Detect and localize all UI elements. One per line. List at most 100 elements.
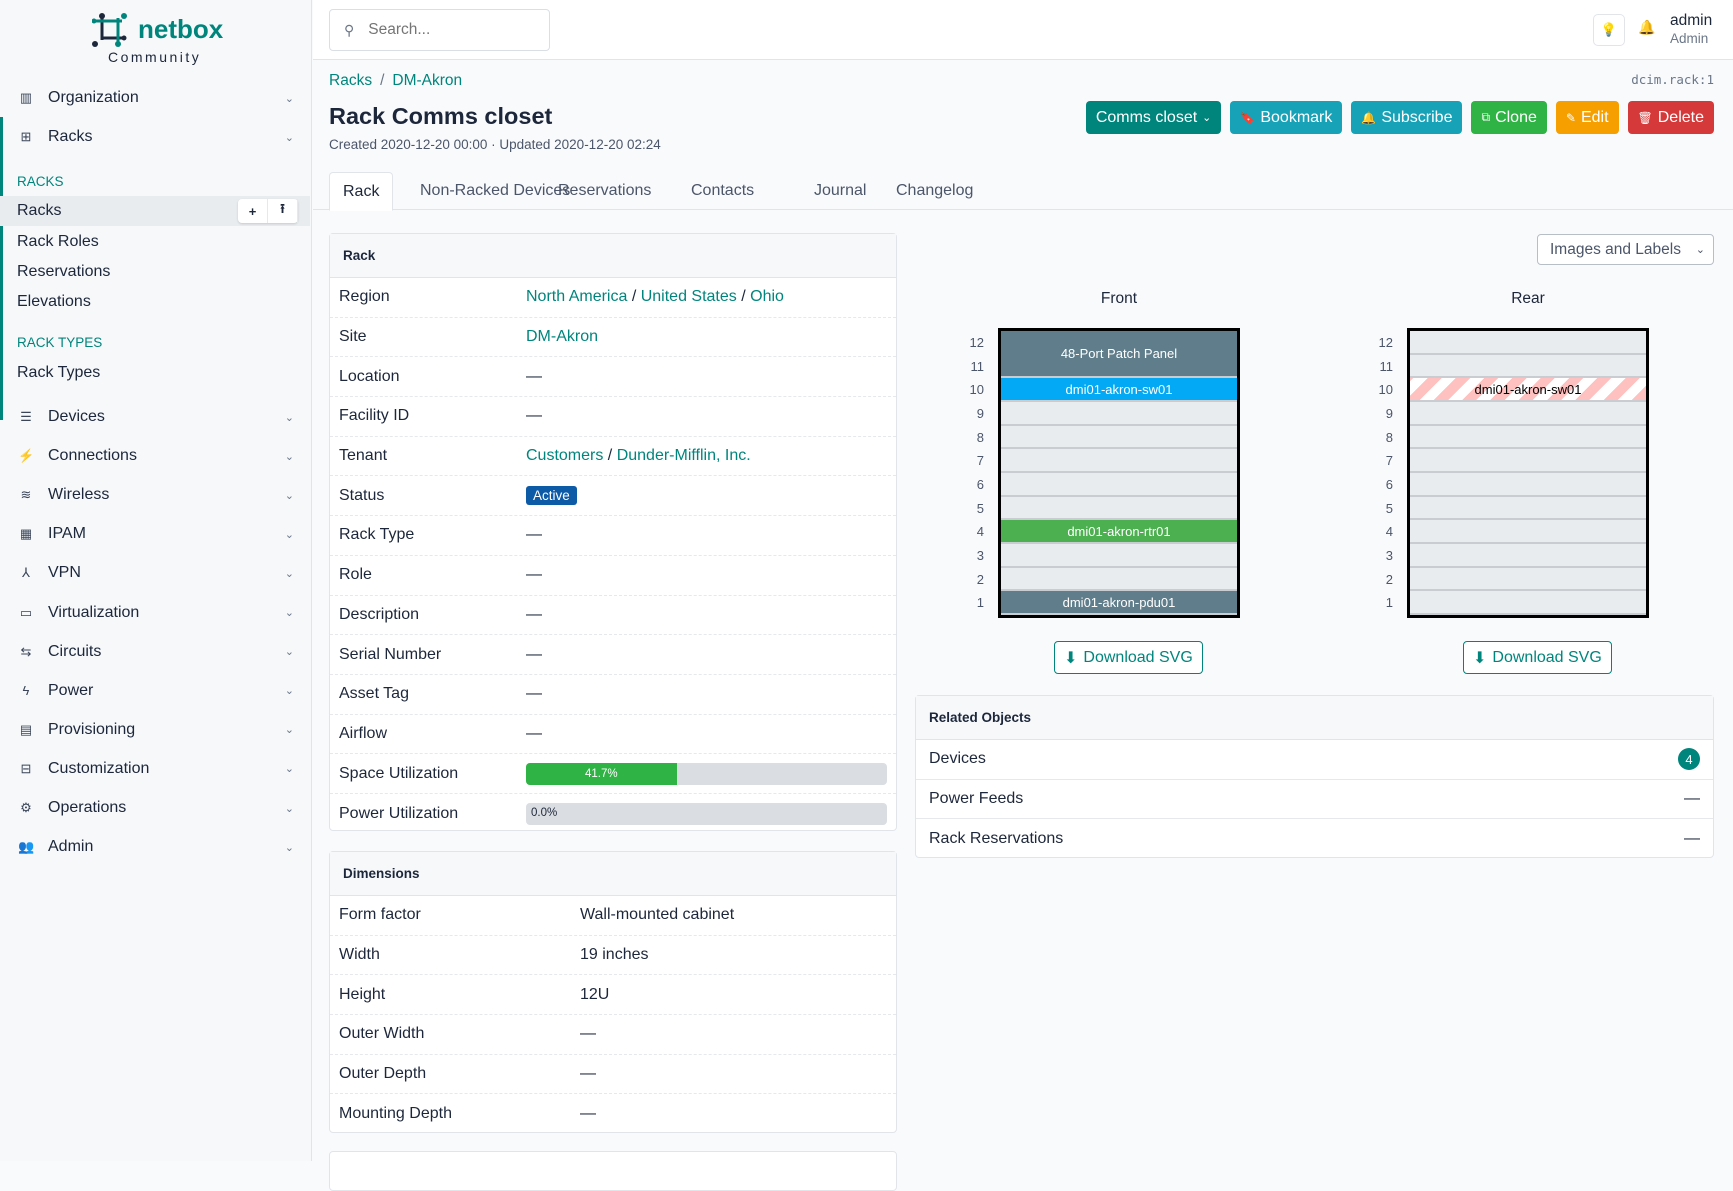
sidebar-item-operations[interactable]: ⚙ Operations ⌄ bbox=[0, 790, 310, 826]
rack-elevation-front: 48-Port Patch Panel dmi01-akron-sw01 dmi01… bbox=[998, 328, 1240, 618]
sidebar-link-rack-types[interactable]: Rack Types bbox=[0, 358, 310, 388]
file-icon: ▤ bbox=[19, 721, 33, 737]
empty-rack-unit[interactable] bbox=[1001, 426, 1237, 450]
region-link[interactable]: Ohio bbox=[750, 288, 784, 306]
rack-unit-number: 6 bbox=[1385, 477, 1393, 492]
count-badge: — bbox=[1684, 830, 1700, 848]
sidebar-link-racks[interactable]: Racks + ⭱ bbox=[0, 196, 310, 226]
user-menu[interactable]: admin Admin bbox=[1670, 12, 1712, 48]
region-link[interactable]: North America bbox=[526, 288, 628, 306]
download-svg-button[interactable]: ⬇ Download SVG bbox=[1054, 641, 1203, 674]
site-link[interactable]: DM-Akron bbox=[526, 328, 599, 346]
breadcrumb-site[interactable]: DM-Akron bbox=[392, 72, 463, 89]
sidebar-item-racks[interactable]: ⊞ Racks ⌄ bbox=[0, 119, 310, 155]
users-icon: 👥 bbox=[18, 839, 35, 855]
delete-button[interactable]: 🗑 Delete bbox=[1627, 101, 1714, 134]
row-label: Asset Tag bbox=[339, 685, 409, 703]
subscribe-button[interactable]: 🔔 Subscribe bbox=[1351, 101, 1463, 134]
rack-unit-number: 8 bbox=[976, 429, 984, 445]
tab-contacts[interactable]: Contacts bbox=[691, 182, 755, 199]
empty-rack-unit[interactable] bbox=[1410, 426, 1646, 450]
empty-rack-unit[interactable] bbox=[1001, 449, 1237, 473]
add-rack-button[interactable]: + bbox=[238, 199, 268, 223]
power-utilization-bar: 0.0% bbox=[526, 802, 887, 825]
rack-device[interactable]: dmi01-akron-sw01 bbox=[1001, 378, 1237, 402]
empty-rack-unit[interactable] bbox=[1410, 331, 1646, 355]
tab-rack[interactable]: Rack bbox=[329, 172, 394, 211]
chevron-down-icon: ⌄ bbox=[284, 489, 294, 502]
tenant-link[interactable]: Dunder-Mifflin, Inc. bbox=[616, 447, 751, 465]
sidebar-item-power[interactable]: ϟ Power ⌄ bbox=[0, 673, 310, 709]
sidebar-item-vpn[interactable]: ⅄ VPN ⌄ bbox=[0, 555, 310, 591]
netbox-logo[interactable]: netbox Community bbox=[91, 12, 223, 68]
clone-icon: ⧉ bbox=[1481, 110, 1491, 124]
related-object-link[interactable]: Devices bbox=[929, 750, 986, 768]
link-label: Elevations bbox=[17, 293, 91, 310]
empty-rack-unit[interactable] bbox=[1001, 497, 1237, 521]
empty-rack-unit[interactable] bbox=[1001, 568, 1237, 592]
empty-rack-unit[interactable] bbox=[1001, 473, 1237, 497]
sidebar-item-devices[interactable]: ☰ Devices ⌄ bbox=[0, 399, 310, 435]
sidebar-link-rack-roles[interactable]: Rack Roles bbox=[0, 227, 310, 257]
empty-rack-unit[interactable] bbox=[1410, 544, 1646, 568]
rack-device[interactable]: dmi01-akron-rtr01 bbox=[1001, 520, 1237, 544]
breadcrumb: Racks / DM-Akron bbox=[329, 72, 462, 90]
tab-reservations[interactable]: Reservations bbox=[558, 182, 652, 199]
search-input[interactable] bbox=[368, 21, 519, 39]
comms-closet-button[interactable]: Comms closet ⌄ bbox=[1085, 101, 1222, 134]
server-icon: ☰ bbox=[20, 409, 32, 424]
sidebar-link-reservations[interactable]: Reservations bbox=[0, 257, 310, 287]
tenant-link[interactable]: Customers bbox=[526, 447, 604, 465]
tab-non-racked-devices[interactable]: Non-Racked Devices bbox=[420, 182, 571, 199]
empty-rack-unit[interactable] bbox=[1001, 402, 1237, 426]
region-link[interactable]: United States bbox=[640, 288, 737, 306]
empty-rack-unit[interactable] bbox=[1410, 520, 1646, 544]
empty-rack-unit[interactable] bbox=[1410, 402, 1646, 426]
space-utilization-bar: 41.7% bbox=[526, 762, 887, 785]
rack-device[interactable]: dmi01-akron-sw01 bbox=[1410, 378, 1646, 402]
bookmark-button[interactable]: 🔖 Bookmark bbox=[1230, 101, 1343, 134]
empty-rack-unit[interactable] bbox=[1410, 497, 1646, 521]
empty-rack-unit[interactable] bbox=[1410, 568, 1646, 592]
empty-rack-unit[interactable] bbox=[1001, 544, 1237, 568]
rack-device[interactable]: dmi01-akron-pdu01 bbox=[1001, 591, 1237, 615]
file-download-icon: ⬇ bbox=[1473, 649, 1487, 667]
related-object-row[interactable]: Rack Reservations — bbox=[916, 819, 1713, 859]
row-value: Customers / Dunder-Mifflin, Inc. bbox=[526, 447, 751, 465]
empty-rack-unit[interactable] bbox=[1410, 449, 1646, 473]
tab-journal[interactable]: Journal bbox=[814, 182, 867, 199]
related-object-row[interactable]: Power Feeds — bbox=[916, 780, 1713, 820]
related-object-link[interactable]: Power Feeds bbox=[929, 790, 1024, 808]
empty-rack-unit[interactable] bbox=[1410, 473, 1646, 497]
sidebar-item-ipam[interactable]: ▦ IPAM ⌄ bbox=[0, 516, 310, 552]
sidebar-item-admin[interactable]: 👥 Admin ⌄ bbox=[0, 829, 310, 865]
edit-button[interactable]: ✎ Edit bbox=[1555, 101, 1619, 134]
related-object-link[interactable]: Rack Reservations bbox=[929, 830, 1064, 848]
breadcrumb-racks[interactable]: Racks bbox=[329, 72, 373, 89]
import-racks-button[interactable]: ⭱ bbox=[268, 199, 298, 223]
rack-device[interactable]: 48-Port Patch Panel bbox=[1001, 331, 1237, 379]
download-svg-button[interactable]: ⬇ Download SVG bbox=[1463, 641, 1612, 674]
chevron-down-icon: ⌄ bbox=[284, 131, 294, 144]
related-object-row[interactable]: Devices 4 bbox=[916, 740, 1713, 780]
sidebar-item-virtualization[interactable]: ▭ Virtualization ⌄ bbox=[0, 595, 310, 631]
link-label: Reservations bbox=[17, 263, 111, 280]
elevation-face-label: Front bbox=[1100, 290, 1138, 307]
sidebar-item-customization[interactable]: ⊟ Customization ⌄ bbox=[0, 751, 310, 787]
empty-rack-unit[interactable] bbox=[1410, 591, 1646, 615]
active-section-indicator bbox=[0, 117, 3, 420]
chevron-down-icon: ⌄ bbox=[284, 528, 294, 541]
notifications-bell-icon[interactable]: 🔔 bbox=[1638, 19, 1656, 35]
sidebar-item-wireless[interactable]: ≋ Wireless ⌄ bbox=[0, 477, 310, 513]
sidebar-item-connections[interactable]: ⚡ Connections ⌄ bbox=[0, 438, 310, 474]
search-box[interactable]: ⚲ bbox=[329, 9, 550, 51]
elevation-view-select[interactable]: Images and Labels ⌄ bbox=[1537, 234, 1714, 265]
sidebar-item-provisioning[interactable]: ▤ Provisioning ⌄ bbox=[0, 712, 310, 748]
clone-button[interactable]: ⧉ Clone bbox=[1471, 101, 1547, 134]
sidebar-item-organization[interactable]: ▥ Organization ⌄ bbox=[0, 80, 310, 116]
sidebar-link-elevations[interactable]: Elevations bbox=[0, 287, 310, 317]
sidebar-item-circuits[interactable]: ⇆ Circuits ⌄ bbox=[0, 634, 310, 670]
tab-changelog[interactable]: Changelog bbox=[896, 182, 974, 199]
theme-toggle-button[interactable]: 💡 bbox=[1593, 14, 1625, 46]
empty-rack-unit[interactable] bbox=[1410, 355, 1646, 379]
